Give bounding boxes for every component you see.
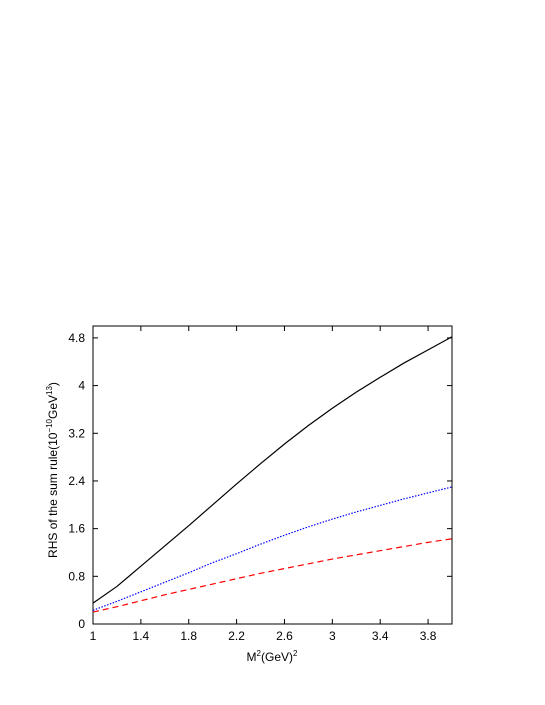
axis-ticks bbox=[92, 326, 452, 625]
y-tick-label: 1.6 bbox=[68, 522, 85, 536]
y-tick-label: 0.8 bbox=[68, 569, 85, 583]
x-tick-label: 3 bbox=[329, 629, 336, 643]
x-axis-label: M2(GeV)2 bbox=[247, 649, 298, 664]
x-tick-label: 1.8 bbox=[180, 629, 197, 643]
tick-labels: 1 1.4 1.8 2.2 2.6 3 3.4 3.8 0 0.8 1.6 2.4 3.2 4 4.8 bbox=[68, 331, 436, 643]
y-axis-label: RHS of the sum rule(10−10GeV13) bbox=[45, 382, 60, 558]
x-tick-label: 2.2 bbox=[228, 629, 245, 643]
series-lines bbox=[92, 336, 453, 613]
series-line-solid bbox=[92, 336, 453, 604]
x-tick-label: 3.4 bbox=[372, 629, 389, 643]
y-tick-label: 0 bbox=[78, 617, 85, 631]
x-tick-label: 3.8 bbox=[420, 629, 437, 643]
series-line-dotted bbox=[92, 486, 453, 611]
y-tick-label: 3.2 bbox=[68, 426, 85, 440]
x-tick-label: 2.6 bbox=[276, 629, 293, 643]
x-tick-label: 1 bbox=[90, 629, 97, 643]
y-tick-label: 4 bbox=[78, 379, 85, 393]
y-tick-label: 2.4 bbox=[68, 474, 85, 488]
series-line-dashed bbox=[92, 538, 453, 613]
y-tick-label: 4.8 bbox=[68, 331, 85, 345]
x-tick-label: 1.4 bbox=[133, 629, 150, 643]
plot-frame bbox=[92, 325, 453, 625]
